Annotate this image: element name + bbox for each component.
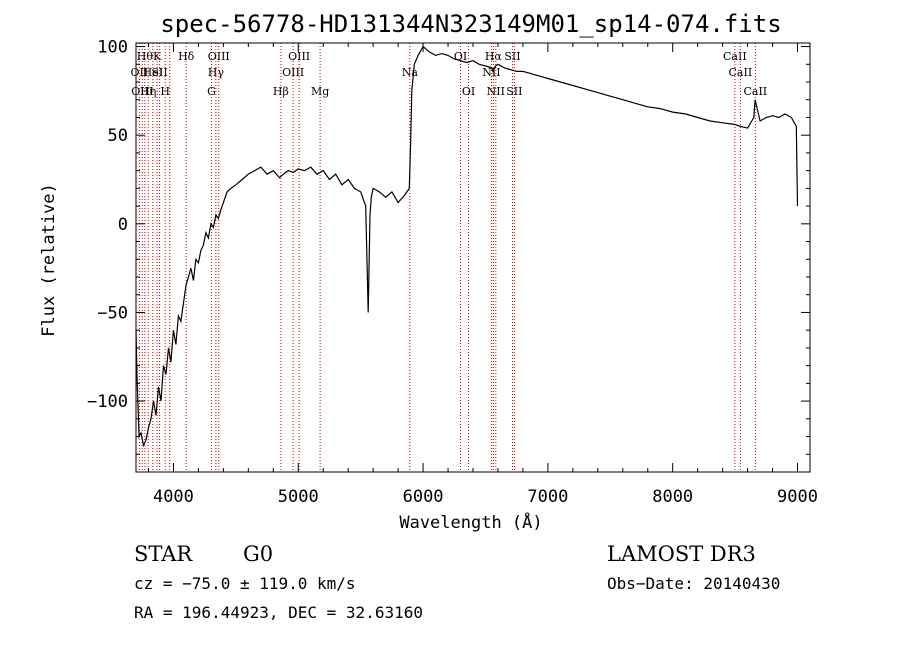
y-tick-label: −50 [97, 303, 128, 323]
line-marker-label: OIII [288, 50, 310, 63]
line-marker-label: SII [506, 85, 522, 98]
y-tick-label: 100 [97, 38, 128, 58]
object-class: STAR [134, 542, 193, 566]
object-subclass: G0 [243, 542, 273, 566]
line-marker-label: HeI [143, 66, 163, 79]
x-tick-label: 6000 [403, 487, 444, 507]
line-marker-label: H [160, 85, 170, 98]
y-axis-label: Flux (relative) [39, 183, 59, 337]
spectral-line-markers: OIIOIIIHθHηHeIKSIIHHδGHγOIIIHβOIIIOIIIMg… [131, 43, 767, 472]
obs-date-text: Obs−Date: 20140430 [607, 574, 780, 593]
spectrum-series [135, 45, 799, 448]
line-marker-label: Hγ [208, 66, 225, 79]
line-marker-label: OIII [282, 66, 304, 79]
x-tick-label: 5000 [278, 487, 319, 507]
x-tick-label: 8000 [652, 487, 693, 507]
y-tick-label: 50 [108, 126, 128, 146]
line-marker-label: NII [487, 85, 505, 98]
line-marker-label: SII [504, 50, 520, 63]
line-marker-label: Hβ [273, 85, 289, 98]
chart-title: spec-56778-HD131344N323149M01_sp14-074.f… [160, 10, 781, 38]
y-tick-label: −100 [87, 392, 128, 412]
line-marker-label: CaII [723, 50, 747, 63]
x-axis-label: Wavelength (Å) [399, 511, 542, 533]
line-marker-label: Mg [311, 85, 329, 98]
line-marker-label: Na [402, 66, 419, 79]
coordinates-text: RA = 196.44923, DEC = 32.63160 [134, 603, 423, 622]
line-marker-label: OI [462, 85, 475, 98]
line-marker-label: SII [151, 66, 167, 79]
line-marker-label: CaII [729, 66, 753, 79]
line-marker-label: CaII [743, 85, 767, 98]
line-marker-label: Hδ [178, 50, 195, 63]
spectrum-line [135, 45, 799, 448]
line-marker-label: NII [482, 66, 500, 79]
line-marker-label: Hθ [137, 50, 154, 63]
x-tick-label: 4000 [153, 487, 194, 507]
line-marker-label: K [153, 50, 162, 63]
plot-frame [135, 42, 811, 473]
line-marker-label: OII [131, 66, 149, 79]
x-axis-ticks: 4000 5000 6000 7000 8000 9000 [147, 43, 818, 507]
line-marker-label: OIII [208, 50, 230, 63]
line-marker-label: G [207, 85, 216, 98]
line-marker-label: Hα [485, 50, 503, 63]
redshift-text: cz = −75.0 ± 119.0 km/s [134, 574, 356, 593]
x-tick-label: 7000 [527, 487, 568, 507]
x-tick-label: 9000 [777, 487, 818, 507]
y-axis-ticks: −100 −50 0 50 100 [87, 38, 810, 455]
y-tick-label: 0 [118, 215, 128, 235]
survey-name: LAMOST DR3 [607, 542, 756, 566]
line-marker-label: Hη [140, 85, 156, 98]
